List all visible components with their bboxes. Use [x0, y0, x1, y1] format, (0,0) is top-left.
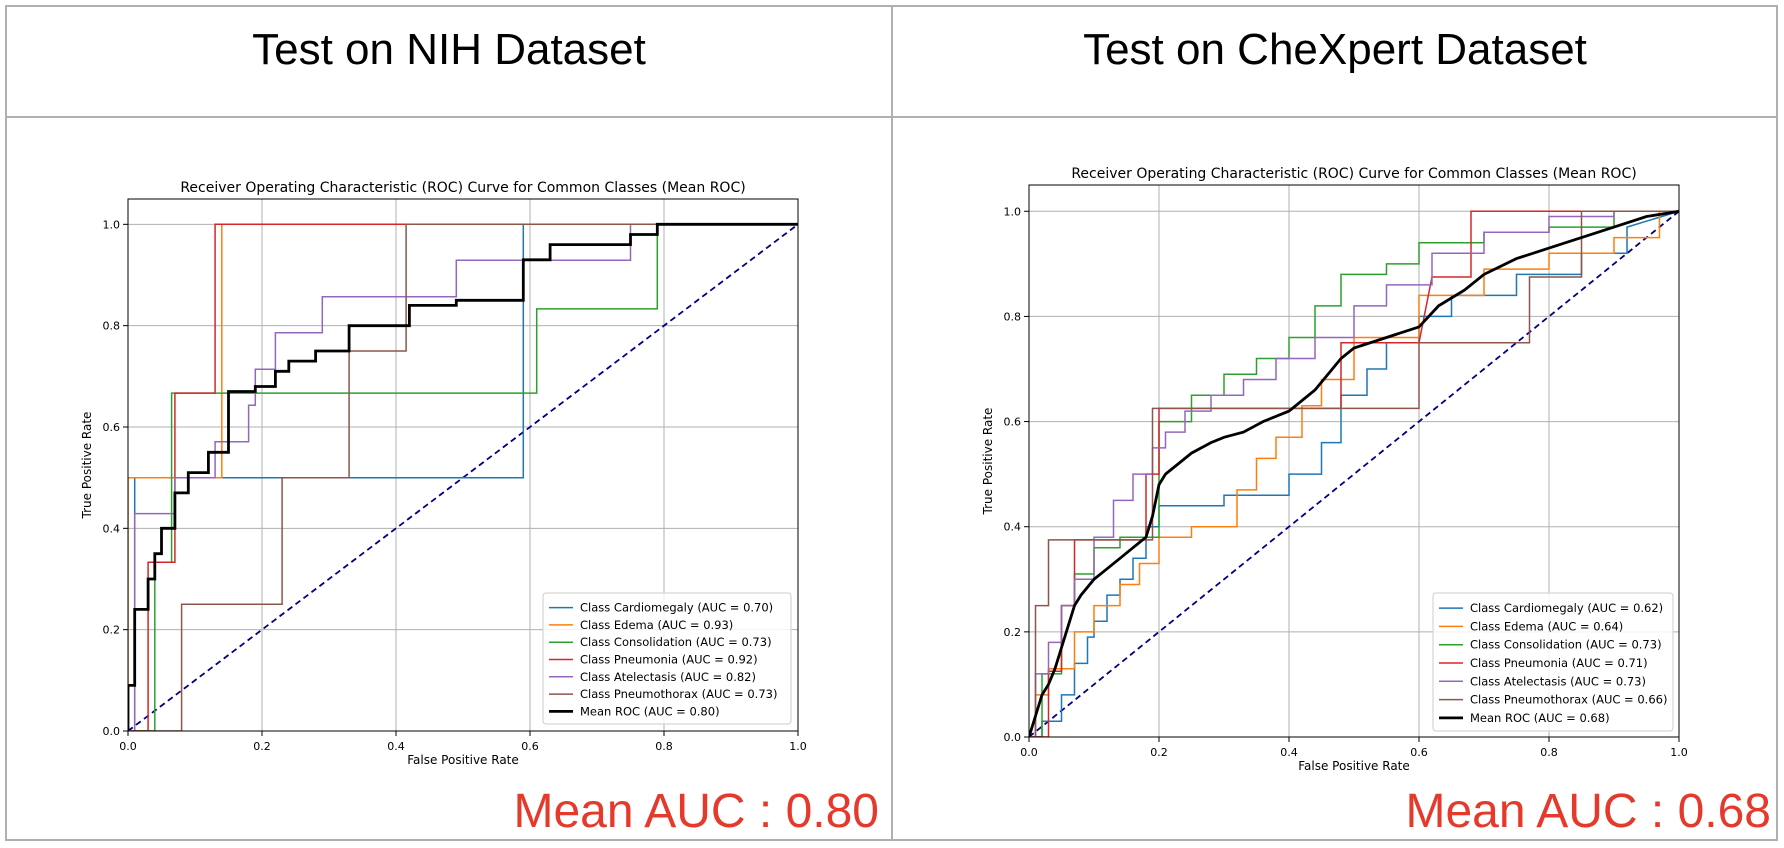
roc-curve	[1029, 210, 1679, 737]
y-tick-label: 0.2	[1004, 626, 1022, 639]
x-axis-label: False Positive Rate	[407, 753, 519, 767]
roc-curve	[1029, 210, 1679, 737]
legend-box	[542, 592, 792, 725]
legend-label: Class Atelectasis (AUC = 0.73)	[1470, 674, 1646, 688]
y-tick-label: 0.4	[1004, 521, 1022, 534]
roc-curve	[128, 223, 798, 731]
y-tick-label: 0.0	[1004, 731, 1022, 744]
legend-label: Mean ROC (AUC = 0.80)	[580, 704, 720, 718]
y-tick-label: 1.0	[1004, 205, 1022, 218]
x-tick-label: 1.0	[1670, 746, 1688, 759]
x-tick-label: 0.0	[1020, 746, 1038, 759]
plot-frame	[127, 198, 799, 732]
y-axis-label: True Positive Rate	[981, 408, 995, 516]
x-tick-label: 0.8	[1540, 746, 1558, 759]
legend-label: Class Pneumothorax (AUC = 0.66)	[1470, 693, 1667, 707]
legend-label: Class Pneumonia (AUC = 0.71)	[1470, 656, 1648, 670]
legend-label: Class Pneumothorax (AUC = 0.73)	[580, 687, 777, 701]
mean-roc-curve	[1029, 209, 1679, 737]
y-tick-label: 0.0	[103, 725, 121, 738]
y-tick-label: 0.2	[103, 624, 121, 637]
legend-label: Mean ROC (AUC = 0.68)	[1470, 711, 1610, 725]
mean-auc-nih: Mean AUC : 0.80	[513, 785, 879, 838]
roc-curve	[1029, 210, 1679, 737]
y-tick-label: 0.6	[103, 421, 121, 434]
panel-title-chexpert: Test on CheXpert Dataset	[1083, 25, 1587, 74]
y-axis-label: True Positive Rate	[80, 412, 94, 520]
plot-frame	[1028, 184, 1680, 738]
x-tick-label: 0.2	[253, 740, 271, 753]
legend-label: Class Atelectasis (AUC = 0.82)	[580, 670, 756, 684]
legend-label: Class Edema (AUC = 0.64)	[1470, 619, 1623, 633]
x-tick-label: 0.6	[521, 740, 539, 753]
legend-box	[1432, 592, 1674, 732]
legend-label: Class Consolidation (AUC = 0.73)	[580, 635, 772, 649]
y-tick-label: 0.8	[1004, 310, 1022, 323]
x-tick-label: 0.4	[1280, 746, 1298, 759]
x-tick-label: 0.8	[655, 740, 673, 753]
x-tick-label: 0.2	[1150, 746, 1168, 759]
y-tick-label: 1.0	[103, 218, 121, 231]
legend-label: Class Pneumonia (AUC = 0.92)	[580, 653, 758, 667]
legend-label: Class Consolidation (AUC = 0.73)	[1470, 638, 1662, 652]
header-divider	[5, 116, 1778, 118]
chart-title: Receiver Operating Characteristic (ROC) …	[1071, 166, 1636, 182]
legend-label: Class Edema (AUC = 0.93)	[580, 618, 733, 632]
x-tick-label: 0.6	[1410, 746, 1428, 759]
legend-label: Class Cardiomegaly (AUC = 0.70)	[580, 601, 773, 615]
panel-title-nih: Test on NIH Dataset	[252, 25, 646, 74]
mean-roc-curve	[128, 222, 798, 731]
panel-divider-vertical	[891, 5, 893, 841]
x-tick-label: 0.0	[119, 740, 137, 753]
roc-curve	[1029, 210, 1679, 737]
y-tick-label: 0.4	[103, 522, 121, 535]
mean-auc-chexpert: Mean AUC : 0.68	[1405, 785, 1771, 838]
y-tick-label: 0.6	[1004, 416, 1022, 429]
chart-title: Receiver Operating Characteristic (ROC) …	[180, 180, 745, 196]
x-axis-label: False Positive Rate	[1298, 759, 1410, 773]
legend-label: Class Cardiomegaly (AUC = 0.62)	[1470, 601, 1663, 615]
y-tick-label: 0.8	[103, 320, 121, 333]
roc-chart-nih: 0.0 0.2 0.4 0.6 0.8 1.0 0.0 0.2 0.4 0.6 0.8 1.0 Rece…	[80, 180, 807, 767]
x-tick-label: 1.0	[789, 740, 807, 753]
roc-curve	[128, 223, 798, 731]
x-tick-label: 0.4	[387, 740, 405, 753]
